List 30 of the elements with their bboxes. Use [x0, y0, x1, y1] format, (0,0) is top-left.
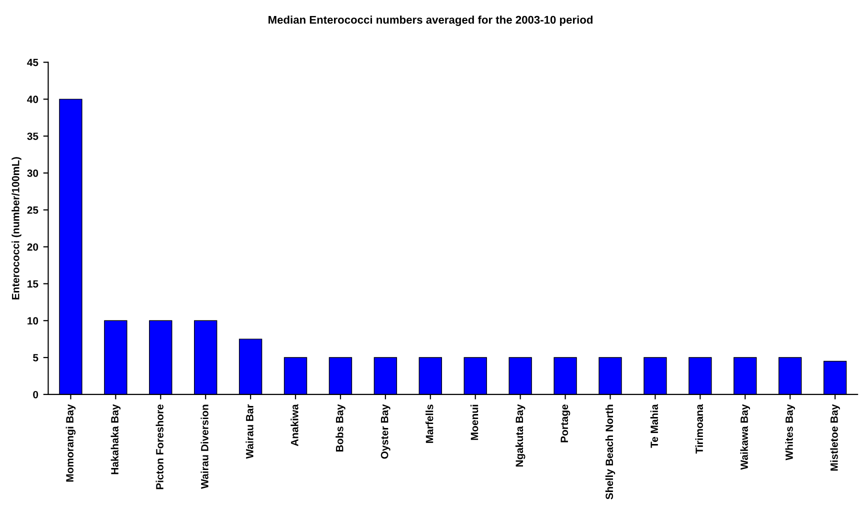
y-axis-title: Enterococci (number/100mL): [12, 157, 22, 300]
y-tick-label: 20: [27, 243, 38, 251]
y-tick-label: 25: [27, 206, 38, 214]
y-tick-label: 10: [28, 317, 38, 325]
x-tick-label: Bobs Bay: [336, 404, 346, 452]
x-tick-label: Shelly Beach North: [605, 404, 616, 500]
x-tick-label: Marfells: [426, 404, 434, 443]
chart-title: Median Enterococci numbers averaged for the 2003-10 period: [268, 16, 592, 26]
x-tick-label: Wairau Diversion: [200, 404, 208, 489]
x-tick-label: Whites Bay: [785, 404, 795, 460]
x-tick-label: Tirimoana: [695, 404, 703, 454]
y-tick-label: 5: [33, 354, 38, 362]
y-tick-label: 0: [33, 390, 38, 398]
y-tick-label: 15: [28, 280, 38, 288]
x-tick-label: Portage: [560, 404, 570, 442]
x-tick-label: Mistletoe Bay: [830, 404, 840, 471]
y-tick-label: 45: [27, 58, 38, 66]
x-tick-label: Momorangi Bay: [66, 404, 76, 482]
y-tick-label: 30: [27, 170, 38, 177]
x-tick-label: Hakahaka Bay: [110, 404, 121, 474]
y-tick-label: 40: [27, 96, 38, 104]
y-tick-label: 35: [27, 132, 38, 140]
x-tick-label: Anakiwa: [290, 404, 298, 446]
x-tick-label: Moenui: [470, 404, 478, 440]
x-tick-label: Oyster Bay: [380, 404, 390, 459]
x-tick-label: Te Mahia: [650, 404, 658, 448]
x-tick-label: Waikawa Bay: [740, 404, 750, 470]
x-tick-label: Wairau Bar: [246, 404, 254, 459]
x-tick-label: Picton Foreshore: [156, 404, 164, 490]
x-tick-label: Ngakuta Bay: [515, 404, 526, 467]
